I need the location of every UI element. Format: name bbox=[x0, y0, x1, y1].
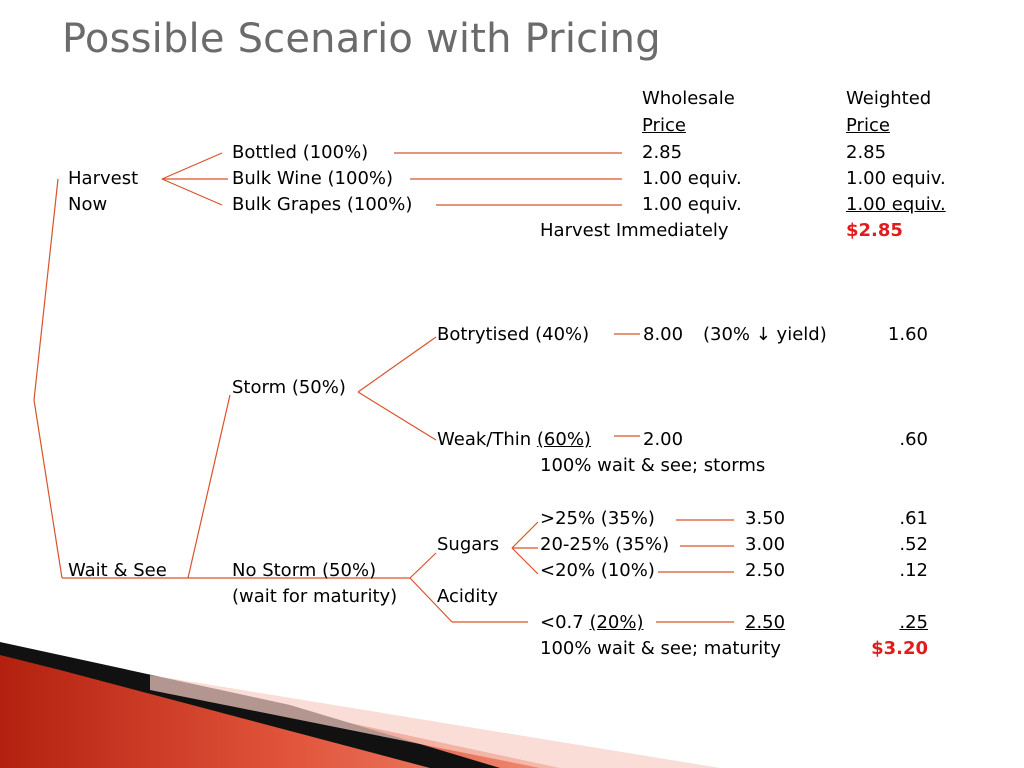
wholesale-bottled: 2.85 bbox=[642, 142, 683, 163]
maturity-summary: 100% wait & see; maturity bbox=[540, 638, 781, 659]
weighted-bottled: 2.85 bbox=[846, 142, 887, 163]
botrytised-label: Botrytised (40%) bbox=[437, 324, 590, 345]
weak-thin-price: 2.00 bbox=[643, 429, 684, 450]
sugars-label: Sugars bbox=[437, 534, 500, 555]
no-storm-sublabel: (wait for maturity) bbox=[232, 586, 398, 607]
sugar-high-weighted: .61 bbox=[899, 508, 928, 529]
weak-thin-text: Weak/Thin bbox=[437, 429, 532, 450]
weighted-bulk-grapes: 1.00 equiv. bbox=[846, 194, 946, 215]
botrytised-weighted: 1.60 bbox=[887, 324, 928, 345]
no-storm-label: No Storm (50%) bbox=[232, 560, 377, 581]
sugar-mid-price: 3.00 bbox=[745, 534, 786, 555]
sugar-row-mid: 20-25% (35%) bbox=[540, 534, 670, 555]
wholesale-bulk-wine: 1.00 equiv. bbox=[642, 168, 742, 189]
harvest-total: $2.85 bbox=[846, 220, 903, 241]
acid-price: 2.50 bbox=[745, 612, 786, 633]
wholesale-bulk-grapes: 1.00 equiv. bbox=[642, 194, 742, 215]
option-bottled: Bottled (100%) bbox=[232, 142, 369, 163]
sugar-row-high: >25% (35%) bbox=[540, 508, 655, 529]
sugar-low-weighted: .12 bbox=[899, 560, 928, 581]
slide-title: Possible Scenario with Pricing bbox=[62, 16, 661, 62]
weighted-bulk-wine: 1.00 equiv. bbox=[846, 168, 946, 189]
acidity-label: Acidity bbox=[437, 586, 499, 607]
botrytised-yield-note: (30% ↓ yield) bbox=[703, 324, 827, 345]
acid-row-label: <0.7 (20%) bbox=[540, 612, 644, 634]
wholesale-header-price: Price bbox=[642, 115, 686, 136]
wholesale-header: Wholesale bbox=[642, 88, 735, 109]
option-bulk-grapes: Bulk Grapes (100%) bbox=[232, 194, 413, 215]
weak-thin-pct: (60%) bbox=[536, 429, 591, 450]
weak-thin-label: Weak/Thin (60%) bbox=[437, 429, 591, 451]
harvest-now-label: Now bbox=[68, 194, 108, 215]
wait-and-see-label: Wait & See bbox=[68, 560, 167, 581]
sugar-low-price: 2.50 bbox=[745, 560, 786, 581]
acid-threshold: <0.7 bbox=[540, 612, 584, 633]
sugar-mid-weighted: .52 bbox=[899, 534, 928, 555]
weighted-header: Weighted bbox=[846, 88, 932, 109]
storm-label: Storm (50%) bbox=[232, 377, 346, 398]
weak-thin-weighted: .60 bbox=[899, 429, 928, 450]
acid-weighted: .25 bbox=[899, 612, 928, 633]
harvest-immediately-label: Harvest Immediately bbox=[540, 220, 729, 241]
acid-pct: (20%) bbox=[589, 612, 644, 633]
sugar-high-price: 3.50 bbox=[745, 508, 786, 529]
storm-summary: 100% wait & see; storms bbox=[540, 455, 766, 476]
weighted-header-price: Price bbox=[846, 115, 890, 136]
wait-and-see-total: $3.20 bbox=[871, 638, 928, 659]
botrytised-price: 8.00 bbox=[643, 324, 684, 345]
harvest-label: Harvest bbox=[68, 168, 139, 189]
option-bulk-wine: Bulk Wine (100%) bbox=[232, 168, 394, 189]
sugar-row-low: <20% (10%) bbox=[540, 560, 655, 581]
